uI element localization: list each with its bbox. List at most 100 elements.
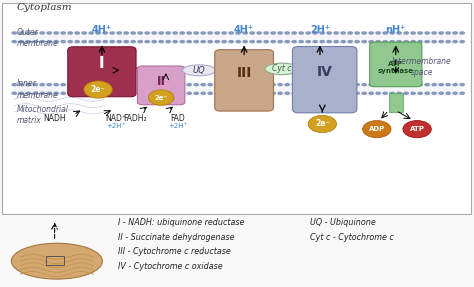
Circle shape bbox=[270, 83, 276, 86]
Circle shape bbox=[109, 92, 115, 95]
Circle shape bbox=[459, 31, 465, 35]
Circle shape bbox=[277, 92, 283, 95]
Circle shape bbox=[173, 31, 178, 35]
Circle shape bbox=[39, 31, 45, 35]
Circle shape bbox=[235, 83, 241, 86]
Text: 2e⁻: 2e⁻ bbox=[155, 95, 168, 100]
Circle shape bbox=[193, 31, 199, 35]
Circle shape bbox=[347, 40, 353, 43]
Circle shape bbox=[312, 83, 318, 86]
Circle shape bbox=[305, 92, 311, 95]
Circle shape bbox=[102, 83, 108, 86]
Circle shape bbox=[95, 40, 101, 43]
Circle shape bbox=[361, 40, 367, 43]
Text: +2H⁺: +2H⁺ bbox=[168, 123, 187, 129]
Circle shape bbox=[382, 31, 388, 35]
Circle shape bbox=[74, 92, 80, 95]
Circle shape bbox=[424, 40, 430, 43]
Circle shape bbox=[53, 92, 59, 95]
Circle shape bbox=[25, 92, 31, 95]
Circle shape bbox=[144, 92, 150, 95]
Circle shape bbox=[333, 31, 339, 35]
Circle shape bbox=[270, 40, 276, 43]
Circle shape bbox=[102, 92, 108, 95]
Circle shape bbox=[277, 40, 283, 43]
Circle shape bbox=[137, 92, 143, 95]
Circle shape bbox=[60, 31, 66, 35]
Text: Inner
membrane: Inner membrane bbox=[17, 79, 58, 100]
Circle shape bbox=[410, 40, 416, 43]
Circle shape bbox=[82, 83, 87, 86]
Circle shape bbox=[256, 40, 262, 43]
Circle shape bbox=[32, 40, 38, 43]
Text: ATP
synthase: ATP synthase bbox=[378, 61, 414, 74]
Circle shape bbox=[228, 40, 234, 43]
Circle shape bbox=[214, 92, 220, 95]
Circle shape bbox=[95, 31, 101, 35]
Circle shape bbox=[53, 31, 59, 35]
Text: +2H⁺: +2H⁺ bbox=[107, 123, 126, 129]
Circle shape bbox=[389, 40, 395, 43]
FancyBboxPatch shape bbox=[137, 66, 185, 105]
Circle shape bbox=[382, 92, 388, 95]
Circle shape bbox=[375, 92, 381, 95]
Text: NAD⁺: NAD⁺ bbox=[106, 114, 127, 123]
Text: 2e⁻: 2e⁻ bbox=[91, 85, 105, 94]
Circle shape bbox=[201, 31, 206, 35]
Circle shape bbox=[270, 31, 276, 35]
Circle shape bbox=[417, 40, 423, 43]
Circle shape bbox=[249, 40, 255, 43]
Circle shape bbox=[347, 31, 353, 35]
Text: Cyt c: Cyt c bbox=[272, 64, 292, 73]
Circle shape bbox=[375, 83, 381, 86]
Circle shape bbox=[201, 83, 206, 86]
Circle shape bbox=[84, 81, 112, 98]
Circle shape bbox=[263, 40, 269, 43]
Circle shape bbox=[396, 40, 402, 43]
Circle shape bbox=[116, 40, 122, 43]
Circle shape bbox=[459, 40, 465, 43]
Circle shape bbox=[137, 40, 143, 43]
Circle shape bbox=[221, 83, 227, 86]
Circle shape bbox=[361, 83, 367, 86]
Text: I - NADH: ubiquinone reductase: I - NADH: ubiquinone reductase bbox=[118, 218, 245, 227]
Circle shape bbox=[25, 31, 31, 35]
Circle shape bbox=[228, 31, 234, 35]
Circle shape bbox=[249, 31, 255, 35]
Circle shape bbox=[123, 92, 129, 95]
Circle shape bbox=[67, 31, 73, 35]
Circle shape bbox=[151, 83, 157, 86]
Circle shape bbox=[144, 40, 150, 43]
Circle shape bbox=[173, 40, 178, 43]
Circle shape bbox=[452, 40, 458, 43]
Circle shape bbox=[123, 40, 129, 43]
Circle shape bbox=[424, 83, 430, 86]
Circle shape bbox=[186, 31, 192, 35]
Text: ADP: ADP bbox=[369, 126, 385, 132]
Circle shape bbox=[130, 92, 136, 95]
Circle shape bbox=[410, 31, 416, 35]
Circle shape bbox=[151, 31, 157, 35]
Bar bbox=[14, 31, 462, 44]
Circle shape bbox=[403, 121, 431, 138]
Circle shape bbox=[326, 31, 332, 35]
Circle shape bbox=[67, 92, 73, 95]
Circle shape bbox=[235, 40, 241, 43]
Circle shape bbox=[46, 83, 52, 86]
Text: Outer
membrane: Outer membrane bbox=[17, 28, 58, 48]
Circle shape bbox=[333, 92, 339, 95]
Circle shape bbox=[403, 83, 409, 86]
Circle shape bbox=[354, 83, 360, 86]
Circle shape bbox=[11, 92, 17, 95]
Circle shape bbox=[201, 40, 206, 43]
Circle shape bbox=[312, 40, 318, 43]
Circle shape bbox=[333, 40, 339, 43]
Circle shape bbox=[284, 40, 290, 43]
Circle shape bbox=[326, 40, 332, 43]
Circle shape bbox=[363, 121, 391, 138]
Circle shape bbox=[53, 83, 59, 86]
Circle shape bbox=[445, 92, 451, 95]
Circle shape bbox=[431, 83, 437, 86]
Circle shape bbox=[137, 31, 143, 35]
Text: II - Succinate dehydrogenase: II - Succinate dehydrogenase bbox=[118, 233, 235, 242]
